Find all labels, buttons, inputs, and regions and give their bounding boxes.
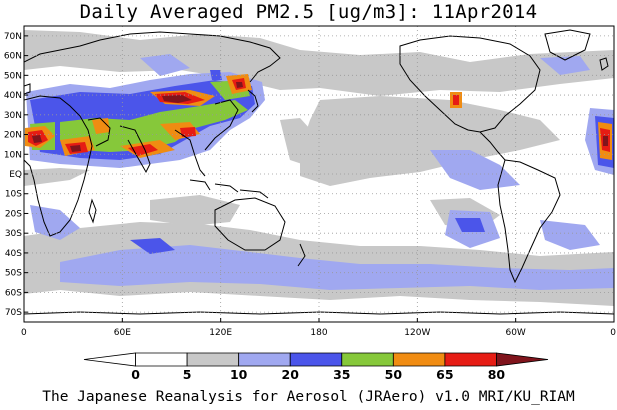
colorbar-segment	[135, 352, 188, 367]
lat-tick-label: 70N	[4, 32, 22, 42]
lat-tick-label: 40S	[5, 249, 22, 259]
colorbar-label: 10	[230, 367, 248, 382]
colorbar-segment	[444, 352, 497, 367]
map-title: Daily Averaged PM2.5 [ug/m3]: 11Apr2014	[79, 1, 538, 23]
lat-tick-label: 40N	[4, 91, 22, 101]
colorbar-label: 0	[131, 367, 140, 382]
lon-tick-label: 120W	[404, 328, 430, 338]
lat-tick-label: 20S	[5, 209, 22, 219]
colorbar-segment	[496, 352, 549, 367]
lat-tick-label: 60N	[4, 52, 22, 62]
colorbar-label: 80	[488, 367, 506, 382]
lat-tick-label: 30N	[4, 111, 22, 121]
latitude-axis: 70N 60N 50N 40N 30N 20N 10N EQ 10S 20S 30S 40S 50S 60…	[4, 32, 28, 318]
colorbar-segment	[238, 352, 291, 367]
lat-tick-label: 20N	[4, 131, 22, 141]
lon-tick-label: 0	[21, 328, 27, 338]
colorbar-segment	[289, 352, 343, 367]
colorbar-label: 20	[282, 367, 300, 382]
colorbar-segment	[186, 352, 240, 367]
lat-tick-label: 50N	[4, 71, 22, 81]
lon-tick-label: 0	[610, 328, 616, 338]
colorbar-segment	[392, 352, 446, 367]
lat-tick-label: 70S	[5, 308, 22, 318]
lat-tick-label: 30S	[5, 229, 22, 239]
colorbar-segment	[341, 352, 394, 367]
lon-tick-label: 60W	[505, 328, 525, 338]
pm25-field	[24, 26, 614, 322]
lat-tick-label: 60S	[5, 288, 22, 298]
lat-tick-label: 10N	[4, 150, 22, 160]
lon-tick-label: 120E	[209, 328, 232, 338]
gridlines	[24, 26, 614, 322]
longitude-axis: 0 60E 120E 180 120W 60W 0	[21, 318, 616, 338]
lat-tick-label: EQ	[9, 170, 22, 180]
colorbar-label: 35	[333, 367, 350, 382]
colorbar-label: 50	[385, 367, 403, 382]
lon-tick-label: 180	[310, 328, 327, 338]
lat-tick-label: 50S	[5, 269, 22, 279]
colorbar-label: 65	[436, 367, 453, 382]
lat-tick-label: 10S	[5, 190, 22, 200]
colorbar-label: 5	[183, 367, 192, 382]
colorbar-segment	[83, 352, 136, 367]
credit-line: The Japanese Reanalysis for Aerosol (JRA…	[42, 389, 575, 405]
colorbar: 0 5 10 20 35 50 65 80	[83, 352, 549, 382]
lon-tick-label: 60E	[114, 328, 131, 338]
pm25-hotspot-north-america-core	[453, 95, 459, 105]
